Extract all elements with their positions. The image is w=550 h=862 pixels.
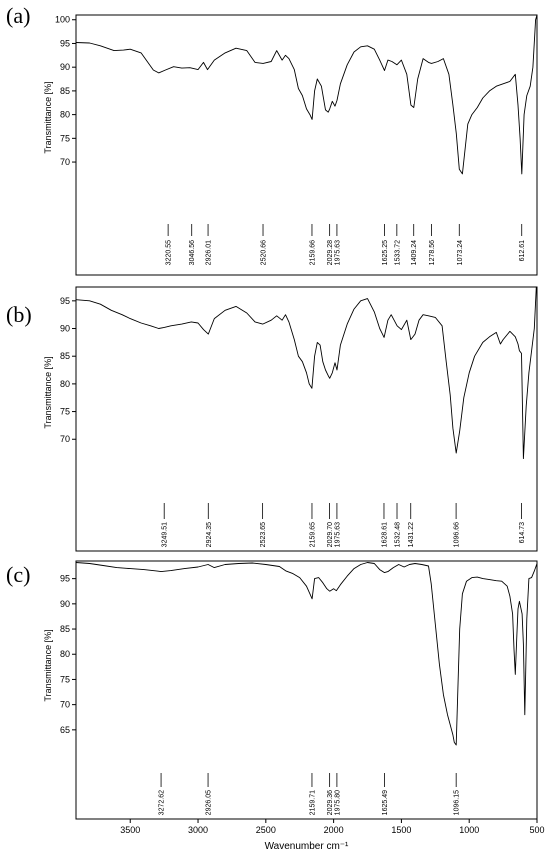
- y-tick-label: 100: [55, 15, 70, 25]
- y-tick-label: 70: [60, 157, 70, 167]
- chart-panel-2: (b) Transmittance [%] 70 75 80 85 90 95 3249.51 2…: [6, 286, 538, 552]
- y-tick-label: 95: [60, 574, 70, 584]
- y-tick-label: 85: [60, 86, 70, 96]
- y-tick-label: 75: [60, 133, 70, 143]
- x-tick-label: 3000: [188, 825, 208, 835]
- panel-label: (a): [6, 3, 30, 28]
- peak-label: 614.73: [519, 522, 526, 544]
- spectrum-line: [75, 14, 538, 175]
- peak-label: 2029.70: [327, 522, 334, 547]
- y-axis-label: Transmittance [%]: [43, 629, 53, 701]
- peak-label: 3220.55: [166, 240, 173, 265]
- y-tick-label: 70: [60, 700, 70, 710]
- peak-label: 3249.51: [162, 522, 169, 547]
- peak-label: 1431.22: [408, 522, 415, 547]
- spectrum-line: [75, 562, 538, 746]
- peak-label: 1096.66: [454, 522, 461, 547]
- y-tick-label: 80: [60, 379, 70, 389]
- y-tick-label: 80: [60, 110, 70, 120]
- peak-label: 2159.71: [309, 790, 316, 815]
- y-tick-label: 85: [60, 624, 70, 634]
- peak-label: 1278.56: [429, 240, 436, 265]
- panel-label: (c): [6, 562, 30, 587]
- chart-panel-1: (a) Transmittance [%] 70 75 80 85 90 95 100 3220.…: [6, 3, 538, 276]
- peak-label: 2926.01: [206, 240, 213, 265]
- peak-label: 1073.24: [457, 240, 464, 265]
- peak-label: 2926.05: [206, 790, 213, 815]
- peak-label: 1532.48: [395, 522, 402, 547]
- y-tick-label: 85: [60, 351, 70, 361]
- peak-label: 1975.63: [334, 522, 341, 547]
- peak-label: 1628.61: [381, 522, 388, 547]
- x-axis-label: Wavenumber cm⁻¹: [265, 841, 349, 852]
- y-tick-label: 90: [60, 62, 70, 72]
- peak-label: 1409.24: [411, 240, 418, 265]
- y-tick-label: 75: [60, 407, 70, 417]
- peak-label: 2520.66: [261, 240, 268, 265]
- y-tick-label: 95: [60, 38, 70, 48]
- peak-label: 2159.66: [309, 240, 316, 265]
- peak-label: 3272.62: [159, 790, 166, 815]
- plot-frame: [75, 286, 538, 552]
- peak-label: 1625.25: [382, 240, 389, 265]
- peak-label: 2523.65: [260, 522, 267, 547]
- y-tick-label: 75: [60, 674, 70, 684]
- y-tick-label: 80: [60, 649, 70, 659]
- peak-label: 1096.15: [454, 790, 461, 815]
- peak-label: 1533.72: [394, 240, 401, 265]
- peak-label: 2029.36: [327, 790, 334, 815]
- spectrum-line: [75, 286, 537, 460]
- x-tick-label: 3500: [120, 825, 140, 835]
- panel-label: (b): [6, 302, 32, 327]
- x-tick-label: 500: [529, 825, 544, 835]
- chart-panel-3: (c) Transmittance [%] 65 70 75 80 85 90 95 3272.6…: [6, 560, 545, 852]
- y-tick-label: 90: [60, 324, 70, 334]
- y-tick-label: 90: [60, 599, 70, 609]
- x-tick-label: 2000: [324, 825, 344, 835]
- x-tick-label: 1000: [459, 825, 479, 835]
- y-tick-label: 65: [60, 725, 70, 735]
- peak-label: 2159.65: [309, 522, 316, 547]
- plot-frame: [75, 560, 538, 820]
- peak-label: 1625.49: [382, 790, 389, 815]
- peak-label: 1975.63: [334, 240, 341, 265]
- y-axis-label: Transmittance [%]: [43, 81, 53, 153]
- peak-label: 2924.35: [206, 522, 213, 547]
- peak-label: 1975.80: [334, 790, 341, 815]
- y-tick-label: 95: [60, 296, 70, 306]
- y-axis-label: Transmittance [%]: [43, 356, 53, 428]
- y-tick-label: 70: [60, 434, 70, 444]
- plot-frame: [75, 14, 538, 276]
- peak-label: 3046.56: [189, 240, 196, 265]
- x-tick-label: 1500: [391, 825, 411, 835]
- peak-label: 612.61: [519, 240, 526, 262]
- peak-label: 2029.28: [327, 240, 334, 265]
- x-tick-label: 2500: [256, 825, 276, 835]
